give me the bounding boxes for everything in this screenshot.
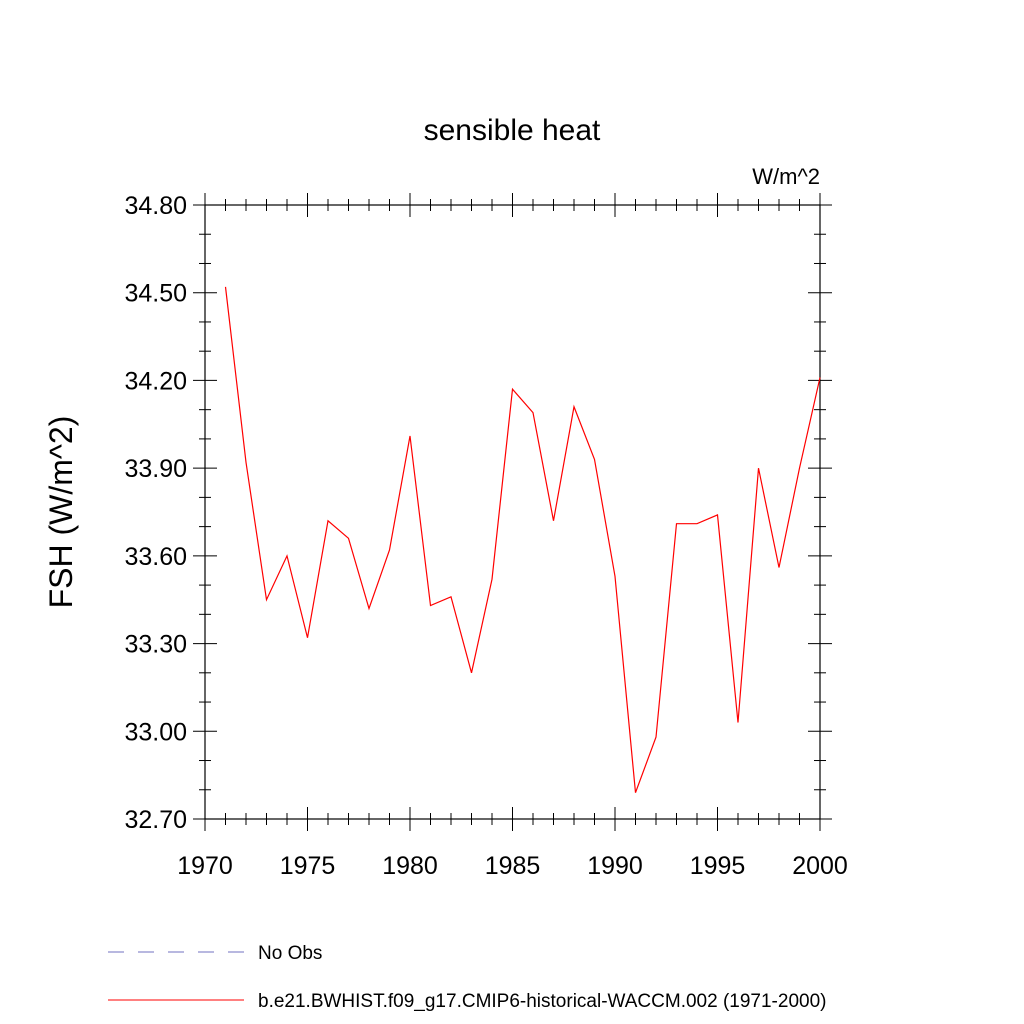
legend-label-model: b.e21.BWHIST.f09_g17.CMIP6-historical-WA… <box>258 991 826 1012</box>
legend: No Obs b.e21.BWHIST.f09_g17.CMIP6-histor… <box>108 943 826 1012</box>
x-tick-label: 2000 <box>792 852 848 880</box>
x-tick-label: 1985 <box>485 852 541 880</box>
y-tick-label: 34.20 <box>124 367 187 395</box>
y-axis-label: FSH (W/m^2) <box>43 416 79 609</box>
y-tick-label: 33.00 <box>124 718 187 746</box>
legend-label-no-obs: No Obs <box>258 943 322 964</box>
plot-frame <box>204 204 821 820</box>
y-tick-label: 33.60 <box>124 543 187 571</box>
x-tick-label: 1990 <box>587 852 643 880</box>
units-label: W/m^2 <box>752 164 820 189</box>
y-tick-label: 34.80 <box>124 192 187 220</box>
series-line <box>224 286 821 793</box>
x-tick-label: 1995 <box>690 852 746 880</box>
axis-ticks <box>193 193 832 831</box>
y-tick-label: 32.70 <box>124 806 187 834</box>
chart-title: sensible heat <box>424 114 601 147</box>
x-tick-label: 1970 <box>177 852 233 880</box>
x-tick-label: 1980 <box>382 852 438 880</box>
x-tick-label: 1975 <box>280 852 336 880</box>
axis-tick-labels: 32.70 33.00 33.30 33.60 33.90 34.20 34.50 34.80… <box>124 192 847 880</box>
y-tick-label: 34.50 <box>124 280 187 308</box>
series-layer <box>224 286 821 793</box>
y-tick-label: 33.30 <box>124 631 187 659</box>
y-tick-label: 33.90 <box>124 455 187 483</box>
